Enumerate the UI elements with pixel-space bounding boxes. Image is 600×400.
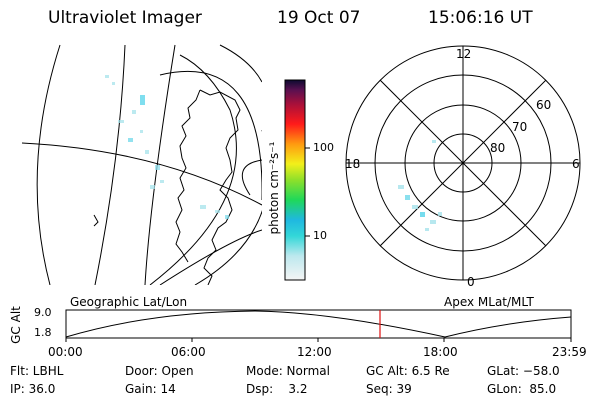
geographic-latlon-title: Geographic Lat/Lon xyxy=(70,295,188,309)
apex-mlat-mlt-title: Apex MLat/MLT xyxy=(444,295,534,309)
status-glon: GLon: 85.0 xyxy=(487,382,557,396)
x-tick-2359: 23:59 xyxy=(552,345,587,359)
status-filter: Flt: LBHL xyxy=(10,364,64,378)
colorbar-tick-100: 100 xyxy=(313,141,334,154)
status-mode: Mode: Normal xyxy=(246,364,330,378)
status-dsp: Dsp: 3.2 xyxy=(246,382,308,396)
colorbar-tick-10: 10 xyxy=(313,229,327,242)
mlt-label-right: 6 xyxy=(572,157,580,171)
y-tick-1-8: 1.8 xyxy=(34,326,52,339)
y-tick-9: 9.0 xyxy=(34,306,52,319)
status-gc-alt: GC Alt: 6.5 Re xyxy=(366,364,450,378)
mlt-label-left: 18 xyxy=(345,157,361,171)
x-tick-0600: 06:00 xyxy=(171,345,206,359)
lat-label-70: 70 xyxy=(512,120,528,134)
mlt-label-top: 12 xyxy=(456,47,472,61)
status-seq: Seq: 39 xyxy=(366,382,412,396)
lat-label-80: 80 xyxy=(490,141,506,155)
status-gain: Gain: 14 xyxy=(125,382,176,396)
status-ip: IP: 36.0 xyxy=(10,382,56,396)
instrument-title: Ultraviolet Imager xyxy=(48,8,202,28)
x-tick-1800: 18:00 xyxy=(423,345,458,359)
status-door: Door: Open xyxy=(125,364,194,378)
x-tick-1200: 12:00 xyxy=(297,345,332,359)
date-label: 19 Oct 07 xyxy=(277,8,361,28)
mlt-label-bottom: 0 xyxy=(467,275,475,289)
time-label: 15:06:16 UT xyxy=(428,8,533,28)
status-glat: GLat: −58.0 xyxy=(487,364,560,378)
lat-label-60: 60 xyxy=(536,98,552,112)
x-tick-0000: 00:00 xyxy=(48,345,83,359)
